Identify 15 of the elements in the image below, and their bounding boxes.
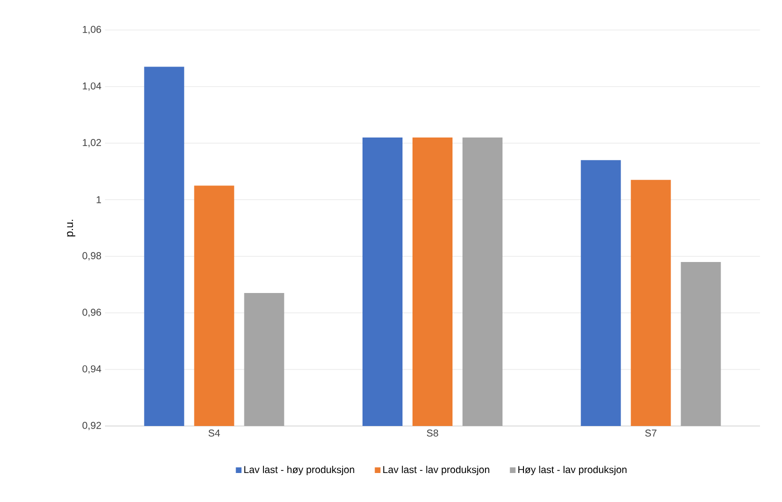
y-tick-label: 0,96 — [82, 308, 102, 317]
legend-label: Lav last - lav produksjon — [383, 466, 490, 476]
y-tick-label: 1 — [96, 196, 101, 204]
y-tick-label: 0,94 — [82, 365, 102, 374]
x-tick-label: S4 — [208, 430, 220, 437]
y-tick-label: 1,02 — [82, 139, 101, 148]
x-tick-label: S7 — [645, 430, 656, 437]
y-tick-label: 1,04 — [82, 82, 102, 91]
legend-label: Lav last - høy produksjon — [244, 466, 354, 476]
x-tick-label: S8 — [426, 430, 438, 437]
y-tick-label: 1,06 — [82, 26, 102, 34]
y-axis-title: p.u. — [67, 220, 76, 236]
y-tick-label: 0,98 — [82, 252, 102, 260]
y-tick-label: 0,92 — [82, 422, 101, 430]
legend-label: Høy last - lav produksjon — [518, 466, 626, 476]
